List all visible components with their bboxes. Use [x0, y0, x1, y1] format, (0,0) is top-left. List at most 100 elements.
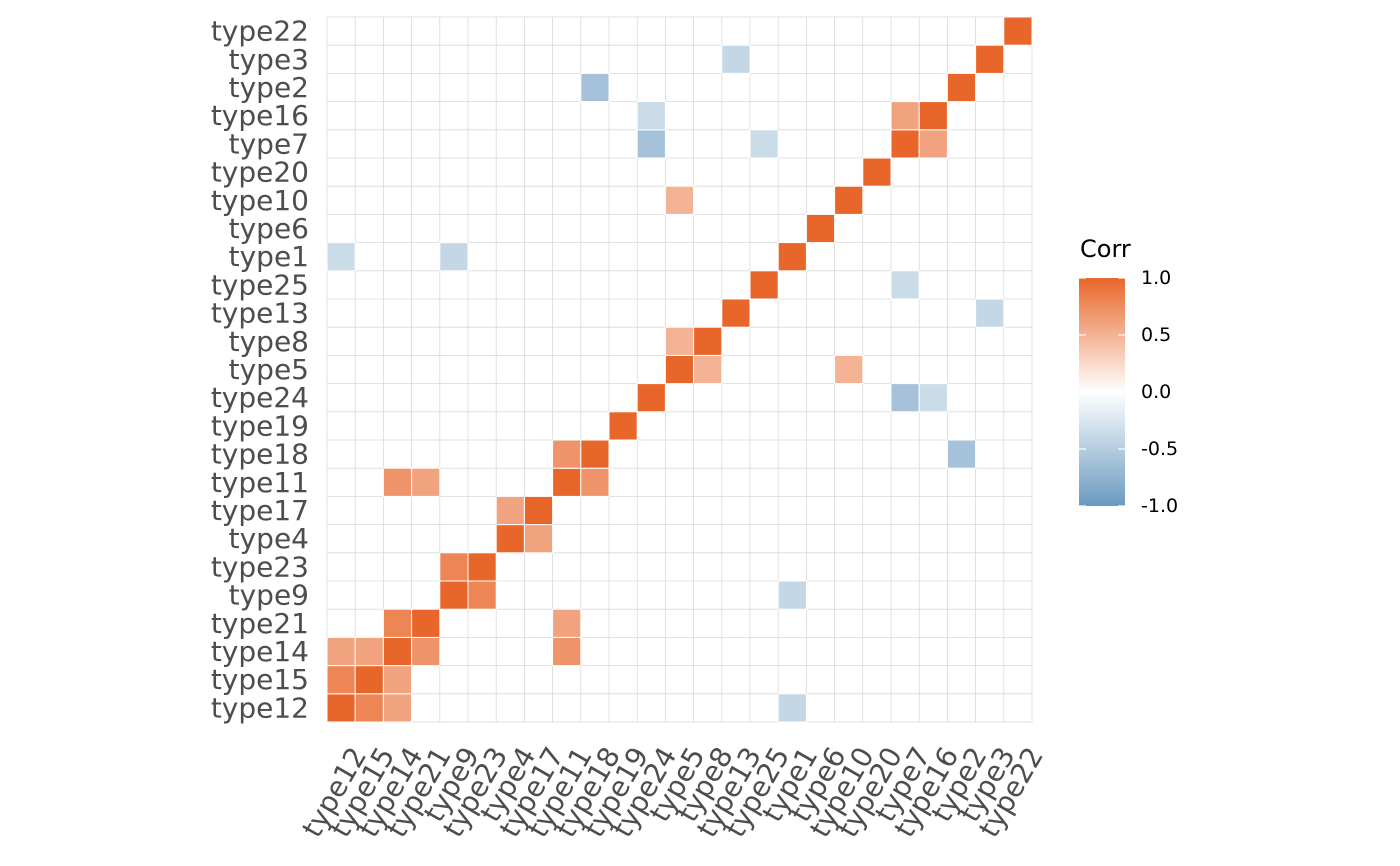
y-tick-label-type8: type8	[229, 325, 309, 358]
y-tick-label-type25: type25	[211, 268, 309, 301]
y-tick-label-type9: type9	[229, 579, 309, 612]
heatmap-cell-type15-type14	[354, 636, 384, 667]
heatmap-cell-type11-type14	[552, 636, 582, 667]
heatmap-cell-type1-type1	[777, 242, 807, 272]
y-axis-tick-labels: type12type15type14type21type9type23type4…	[211, 15, 309, 725]
heatmap-cell-type2-type18	[946, 439, 977, 469]
heatmap-cells	[326, 16, 1033, 723]
y-tick-label-type24: type24	[211, 381, 309, 414]
heatmap-cell-type14-type12	[382, 693, 413, 723]
heatmap-cell-type3-type13	[975, 298, 1005, 328]
heatmap-cell-type17-type17	[523, 495, 554, 526]
heatmap-cell-type7-type16	[890, 101, 920, 131]
y-tick-label-type14: type14	[211, 635, 309, 668]
heatmap-cell-type14-type11	[382, 467, 413, 497]
heatmap-cell-type17-type4	[523, 524, 554, 554]
heatmap-cell-type1-type9	[777, 580, 807, 610]
heatmap-cell-type11-type21	[552, 608, 582, 638]
y-tick-label-type19: type19	[211, 409, 309, 442]
y-tick-label-type15: type15	[211, 663, 309, 696]
heatmap-cell-type25-type7	[749, 129, 779, 159]
heatmap-cell-type1-type12	[777, 693, 807, 723]
legend-tick-label: 1.0	[1141, 267, 1171, 289]
y-tick-label-type1: type1	[229, 240, 309, 273]
heatmap-cell-type4-type17	[495, 495, 525, 526]
legend-tick-label: 0.5	[1141, 324, 1171, 346]
y-tick-label-type10: type10	[211, 184, 309, 217]
heatmap-cell-type21-type21	[411, 608, 441, 638]
heatmap-cell-type13-type3	[721, 44, 751, 74]
legend-ticks: 1.0 0.5 0.0 -0.5 -1.0	[1079, 267, 1178, 517]
y-tick-label-type22: type22	[211, 15, 309, 48]
heatmap-cell-type9-type23	[439, 552, 469, 582]
heatmap-cell-type14-type14	[382, 636, 413, 667]
heatmap-cell-type24-type16	[636, 101, 666, 131]
heatmap-cell-type24-type7	[636, 129, 666, 159]
heatmap-cell-type9-type1	[439, 242, 469, 272]
y-tick-label-type6: type6	[229, 212, 309, 245]
heatmap-cell-type4-type4	[495, 524, 525, 554]
heatmap-cell-type21-type11	[411, 467, 441, 497]
heatmap-cell-type18-type2	[580, 72, 610, 103]
heatmap-cell-type14-type15	[382, 665, 413, 695]
heatmap-cell-type23-type9	[467, 580, 497, 610]
y-tick-label-type11: type11	[211, 466, 309, 499]
heatmap-cell-type5-type8	[664, 326, 695, 356]
heatmap-cell-type5-type10	[664, 185, 695, 215]
heatmap-cell-type16-type7	[918, 129, 948, 159]
heatmap-cell-type10-type10	[834, 185, 864, 215]
heatmap-cell-type12-type1	[326, 242, 356, 272]
heatmap-cell-type14-type21	[382, 608, 413, 638]
heatmap-cell-type12-type15	[326, 665, 356, 695]
legend-colorbar	[1079, 278, 1125, 506]
heatmap-cell-type15-type12	[354, 693, 384, 723]
legend-tick-label: 0.0	[1141, 381, 1171, 403]
y-tick-label-type7: type7	[229, 127, 309, 160]
legend: Corr 1.0 0.5 0.0 -0.5 -1.0	[1079, 235, 1178, 517]
heatmap-cell-type25-type25	[749, 270, 779, 300]
y-tick-label-type17: type17	[211, 494, 309, 527]
y-tick-label-type18: type18	[211, 438, 309, 471]
heatmap-cell-type6-type6	[805, 213, 836, 244]
y-tick-label-type12: type12	[211, 691, 309, 724]
y-tick-label-type23: type23	[211, 550, 309, 583]
heatmap-cell-type18-type18	[580, 439, 610, 469]
heatmap-cell-type7-type25	[890, 270, 920, 300]
y-tick-label-type4: type4	[229, 522, 309, 555]
heatmap-cell-type20-type20	[862, 157, 892, 187]
heatmap-cell-type24-type24	[636, 383, 666, 413]
heatmap-cell-type11-type11	[552, 467, 582, 497]
heatmap-cell-type15-type15	[354, 665, 384, 695]
heatmap-cell-type12-type14	[326, 636, 356, 667]
heatmap-cell-type16-type16	[918, 101, 948, 131]
heatmap-cell-type8-type8	[693, 326, 723, 356]
heatmap-cell-type2-type2	[946, 72, 977, 103]
heatmap-cell-type12-type12	[326, 693, 356, 723]
heatmap-cell-type22-type22	[1003, 16, 1033, 46]
legend-tick-label: -0.5	[1141, 438, 1178, 460]
y-tick-label-type5: type5	[229, 353, 309, 386]
heatmap-cell-type19-type19	[608, 411, 638, 441]
heatmap-cell-type23-type23	[467, 552, 497, 582]
legend-tick-label: -1.0	[1141, 495, 1178, 517]
heatmap-cell-type9-type9	[439, 580, 469, 610]
y-tick-label-type20: type20	[211, 156, 309, 189]
heatmap-cell-type7-type7	[890, 129, 920, 159]
heatmap-cell-type21-type14	[411, 636, 441, 667]
heatmap-cell-type18-type11	[580, 467, 610, 497]
legend-title: Corr	[1080, 235, 1131, 263]
y-tick-label-type13: type13	[211, 297, 309, 330]
y-tick-label-type2: type2	[229, 71, 309, 104]
y-tick-label-type21: type21	[211, 607, 309, 640]
y-tick-label-type16: type16	[211, 99, 309, 132]
heatmap-cell-type10-type5	[834, 354, 864, 385]
heatmap-cell-type11-type18	[552, 439, 582, 469]
heatmap-cell-type7-type24	[890, 383, 920, 413]
heatmap-cell-type16-type24	[918, 383, 948, 413]
y-tick-label-type3: type3	[229, 43, 309, 76]
heatmap-cell-type13-type13	[721, 298, 751, 328]
heatmap-cell-type8-type5	[693, 354, 723, 385]
x-axis-tick-labels: type12type15type14type21type9type23type4…	[296, 741, 1050, 843]
heatmap-cell-type3-type3	[975, 44, 1005, 74]
